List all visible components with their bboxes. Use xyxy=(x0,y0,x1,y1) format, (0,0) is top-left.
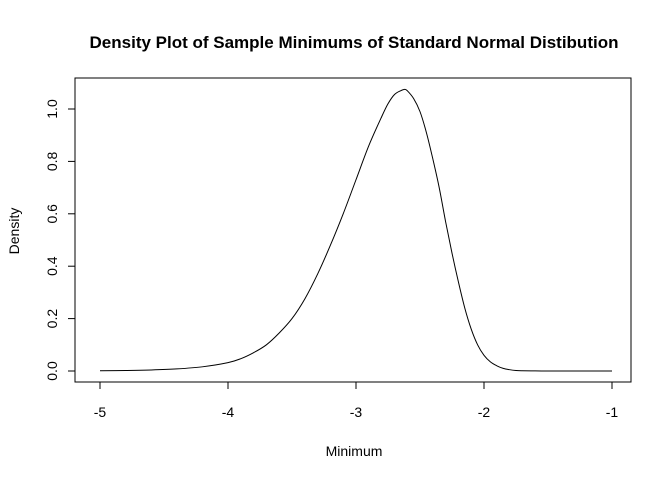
y-tick-label: 0.4 xyxy=(44,256,60,276)
y-tick-label: 0.8 xyxy=(44,151,60,171)
y-tick-label: 0.0 xyxy=(44,361,60,381)
chart-title: Density Plot of Sample Minimums of Stand… xyxy=(90,33,619,52)
y-axis: 0.0 0.2 0.4 0.6 0.8 1.0 xyxy=(44,99,76,381)
y-tick-label: 0.6 xyxy=(44,204,60,224)
x-tick-label: -5 xyxy=(94,404,107,420)
density-curve xyxy=(99,88,612,372)
x-tick-label: -1 xyxy=(606,404,619,420)
y-tick-label: 1.0 xyxy=(44,99,60,119)
y-axis-label: Density xyxy=(6,208,22,255)
x-tick-label: -3 xyxy=(350,404,363,420)
x-tick-label: -4 xyxy=(222,404,235,420)
x-axis-label: Minimum xyxy=(326,443,383,459)
y-tick-label: 0.2 xyxy=(44,309,60,329)
x-axis: -5 -4 -3 -2 -1 xyxy=(94,381,619,420)
x-tick-label: -2 xyxy=(478,404,491,420)
